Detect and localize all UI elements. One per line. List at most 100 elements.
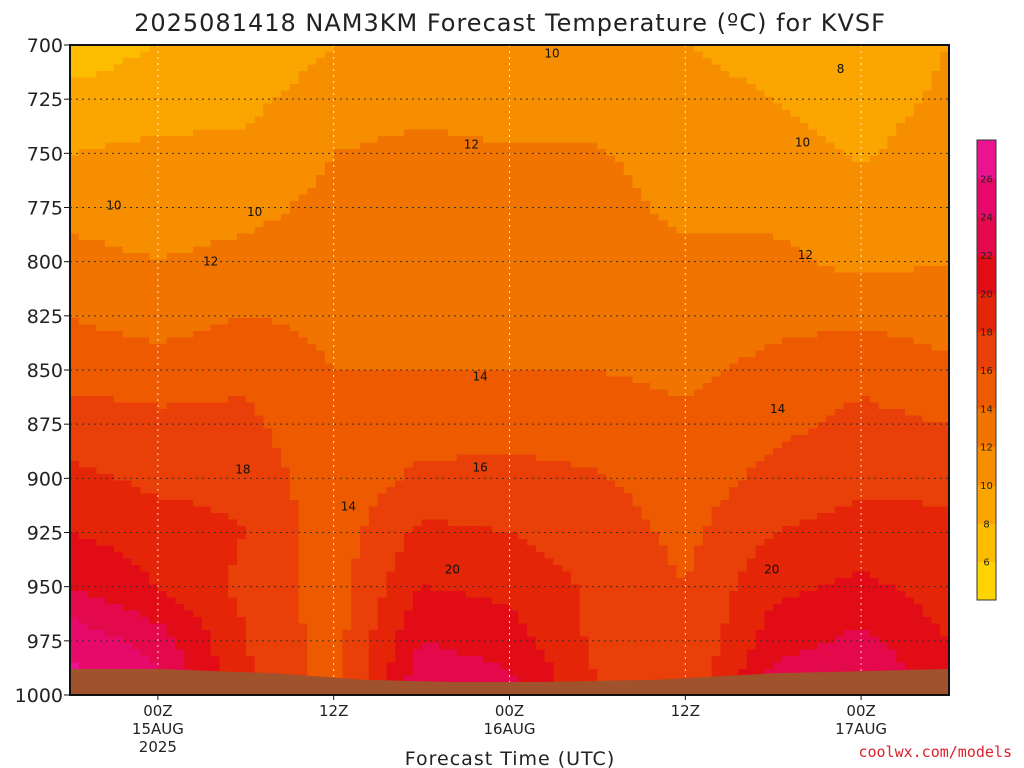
temperature-cell — [131, 552, 141, 560]
temperature-cell — [474, 90, 484, 98]
temperature-cell — [105, 578, 115, 586]
temperature-cell — [404, 532, 414, 540]
temperature-cell — [175, 513, 185, 521]
temperature-cell — [263, 168, 273, 176]
temperature-cell — [421, 240, 431, 248]
temperature-cell — [447, 350, 458, 358]
temperature-cell — [483, 584, 493, 592]
temperature-cell — [360, 142, 370, 150]
temperature-cell — [483, 357, 493, 365]
temperature-cell — [175, 415, 185, 423]
temperature-cell — [307, 649, 317, 657]
temperature-cell — [175, 545, 185, 553]
temperature-cell — [184, 175, 194, 183]
temperature-cell — [474, 480, 484, 488]
temperature-cell — [491, 298, 502, 306]
temperature-cell — [421, 149, 431, 157]
temperature-cell — [465, 662, 475, 670]
temperature-cell — [184, 493, 194, 501]
temperature-cell — [113, 506, 124, 514]
temperature-cell — [245, 77, 256, 85]
temperature-cell — [307, 149, 317, 157]
temperature-cell — [263, 253, 273, 261]
temperature-cell — [289, 487, 300, 495]
temperature-cell — [430, 435, 440, 443]
temperature-cell — [342, 643, 352, 651]
temperature-cell — [122, 331, 133, 339]
temperature-cell — [439, 84, 449, 92]
temperature-cell — [228, 441, 238, 449]
temperature-cell — [105, 532, 115, 540]
temperature-cell — [342, 656, 352, 664]
temperature-cell — [307, 662, 317, 670]
temperature-cell — [430, 305, 440, 313]
temperature-cell — [96, 45, 106, 53]
temperature-cell — [113, 545, 124, 553]
temperature-cell — [228, 305, 238, 313]
temperature-cell — [316, 513, 326, 521]
temperature-cell — [78, 259, 89, 267]
temperature-cell — [289, 149, 300, 157]
temperature-cell — [201, 513, 212, 521]
temperature-cell — [245, 110, 256, 118]
temperature-cell — [377, 331, 388, 339]
temperature-cell — [430, 64, 440, 72]
temperature-cell — [316, 597, 326, 605]
temperature-cell — [351, 331, 361, 339]
temperature-cell — [360, 305, 370, 313]
temperature-cell — [386, 272, 396, 280]
temperature-cell — [377, 259, 388, 267]
temperature-cell — [131, 350, 141, 358]
temperature-cell — [272, 272, 282, 280]
temperature-cell — [500, 669, 511, 677]
temperature-cell — [131, 84, 141, 92]
temperature-cell — [307, 415, 317, 423]
temperature-cell — [360, 357, 370, 365]
temperature-cell — [351, 370, 361, 378]
temperature-cell — [289, 402, 300, 410]
temperature-cell — [439, 604, 449, 612]
temperature-cell — [263, 402, 273, 410]
temperature-cell — [219, 58, 229, 66]
temperature-cell — [105, 103, 115, 111]
temperature-cell — [237, 415, 247, 423]
temperature-cell — [219, 298, 229, 306]
temperature-cell — [87, 480, 97, 488]
temperature-cell — [421, 597, 431, 605]
temperature-cell — [122, 90, 133, 98]
temperature-cell — [96, 129, 106, 137]
temperature-cell — [439, 474, 449, 482]
temperature-cell — [421, 253, 431, 261]
temperature-cell — [210, 279, 221, 287]
temperature-cell — [333, 246, 344, 254]
temperature-cell — [351, 246, 361, 254]
temperature-cell — [149, 617, 159, 625]
temperature-cell — [280, 357, 291, 365]
temperature-cell — [237, 363, 247, 371]
temperature-cell — [412, 675, 423, 683]
temperature-cell — [131, 428, 141, 436]
temperature-cell — [307, 129, 317, 137]
temperature-cell — [483, 571, 493, 579]
temperature-cell — [96, 435, 106, 443]
temperature-cell — [280, 669, 291, 677]
temperature-cell — [166, 630, 177, 638]
temperature-cell — [201, 630, 212, 638]
temperature-cell — [491, 363, 502, 371]
temperature-cell — [298, 461, 308, 469]
temperature-cell — [245, 435, 256, 443]
temperature-cell — [500, 129, 511, 137]
temperature-cell — [254, 454, 264, 462]
temperature-cell — [491, 110, 502, 118]
temperature-cell — [447, 331, 458, 339]
temperature-cell — [324, 285, 335, 293]
temperature-cell — [307, 227, 317, 235]
temperature-cell — [386, 214, 396, 222]
temperature-cell — [272, 461, 282, 469]
temperature-cell — [483, 539, 493, 547]
temperature-cell — [307, 389, 317, 397]
temperature-cell — [131, 396, 141, 404]
temperature-cell — [78, 383, 89, 391]
temperature-cell — [298, 610, 308, 618]
temperature-cell — [342, 194, 352, 202]
